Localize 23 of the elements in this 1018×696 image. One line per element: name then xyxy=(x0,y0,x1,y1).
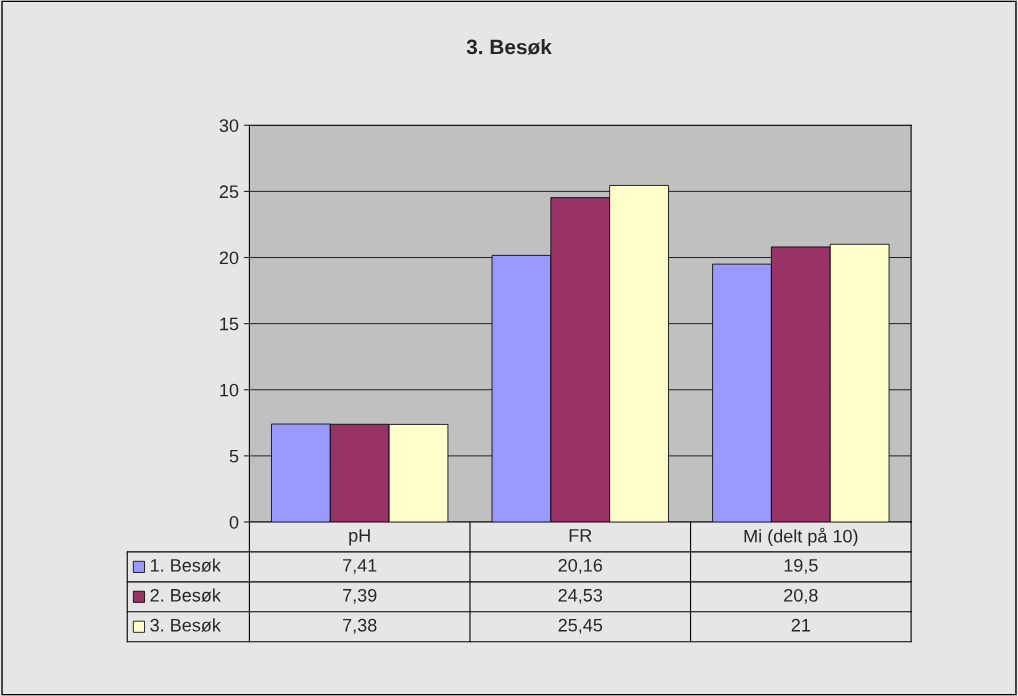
data-label: 25,45 xyxy=(558,618,603,634)
x-tick-label: pH xyxy=(349,529,370,546)
y-tick-label: 20 xyxy=(219,251,239,265)
chart-title: 3. Besøk xyxy=(466,39,552,55)
y-tick-label: 25 xyxy=(219,185,239,199)
data-label: 20,16 xyxy=(558,558,603,574)
legend-label: 3. Besøk xyxy=(150,618,221,632)
x-tick-label: FR xyxy=(569,529,592,542)
data-label: 7,38 xyxy=(343,618,377,634)
y-tick-label: 15 xyxy=(220,317,239,331)
x-tick-label: Mi (delt på 10) xyxy=(744,527,858,547)
y-tick-label: 5 xyxy=(229,450,239,463)
y-tick-label: 10 xyxy=(220,383,239,397)
data-label: 24,53 xyxy=(558,588,603,604)
data-label: 20,8 xyxy=(784,588,818,604)
data-label: 7,41 xyxy=(343,559,377,574)
y-tick-label: 30 xyxy=(219,119,239,132)
legend-label: 1. Besøk xyxy=(151,558,221,572)
data-label: 7,39 xyxy=(343,588,377,604)
data-label: 19,5 xyxy=(784,558,818,574)
y-tick-label: 0 xyxy=(229,515,239,529)
legend-label: 2. Besøk xyxy=(150,588,221,602)
data-label: 21 xyxy=(791,618,810,632)
